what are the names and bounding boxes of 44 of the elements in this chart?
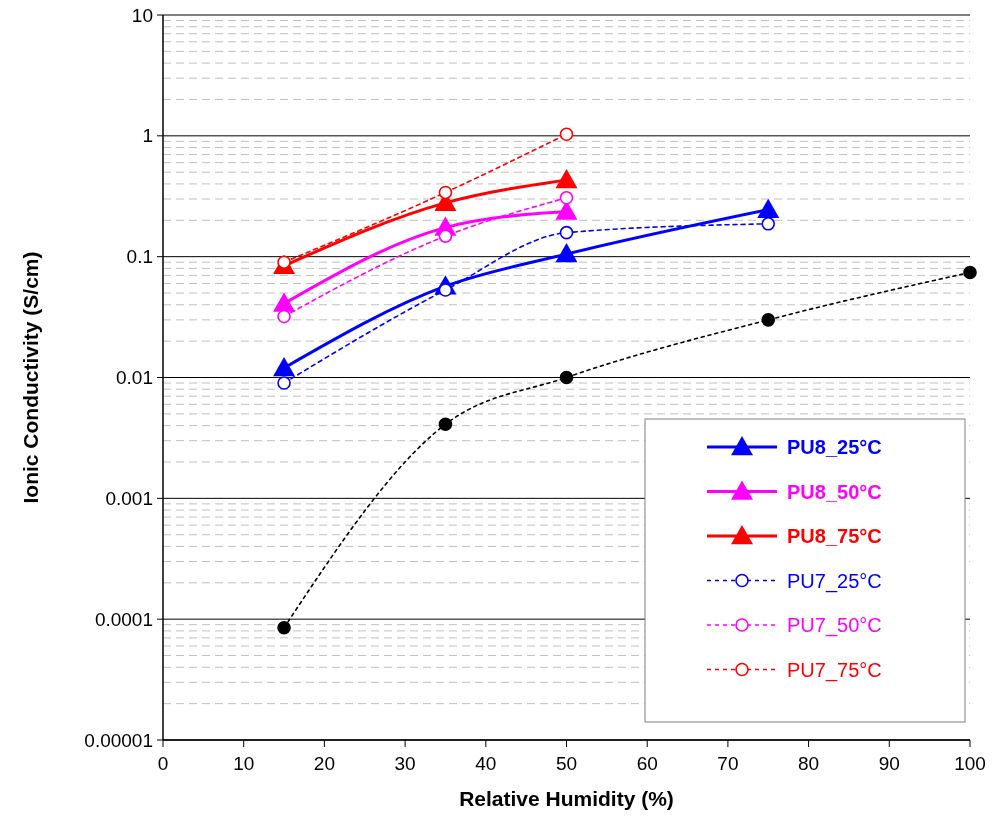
y-tick-label: 0.00001: [84, 729, 153, 751]
x-tick-label: 70: [717, 753, 739, 774]
point: [277, 309, 291, 324]
y-tick-label: 0.1: [126, 246, 153, 268]
x-tick-label: 40: [475, 753, 497, 774]
x-tick-label: 0: [157, 753, 169, 774]
y-axis-title: Ionic Conductivity (S/cm): [19, 251, 42, 504]
point: [757, 198, 780, 218]
x-axis-title: Relative Humidity (%): [459, 787, 674, 810]
y-tick-label: 0.01: [116, 367, 153, 389]
point: [277, 620, 291, 635]
y-tick-label: 0.0001: [94, 608, 153, 630]
legend-label: PU8_50°C: [787, 480, 882, 503]
point: [438, 185, 453, 200]
x-tick-label: 30: [394, 753, 416, 774]
point: [559, 225, 574, 240]
legend-label: PU7_75°C: [787, 658, 882, 682]
legend-label: PU7_25°C: [787, 569, 882, 593]
legend-label: PU8_25°C: [787, 436, 882, 458]
legend-label: PU8_75°C: [787, 525, 882, 547]
point: [273, 292, 296, 312]
x-tick-label: 20: [313, 753, 335, 774]
x-tick-label: 90: [878, 753, 900, 774]
y-tick-label: 0.001: [105, 487, 153, 509]
x-tick-label: 60: [636, 753, 658, 774]
point: [438, 417, 453, 432]
point: [761, 313, 776, 327]
point: [555, 169, 578, 189]
x-tick-label: 10: [233, 753, 255, 774]
x-tick-label: 50: [555, 753, 578, 774]
y-tick-label: 1: [142, 125, 153, 147]
point: [277, 376, 291, 390]
point: [438, 229, 453, 243]
x-tick-label: 100: [954, 753, 986, 774]
point: [963, 265, 977, 280]
legend-label: PU7_50°C: [787, 614, 882, 637]
point: [559, 370, 574, 385]
point: [555, 243, 578, 263]
point: [273, 356, 296, 377]
point: [559, 127, 574, 142]
y-tick-label: 10: [131, 4, 153, 26]
x-tick-label: 80: [798, 753, 820, 774]
point: [761, 217, 776, 231]
point: [559, 191, 574, 205]
